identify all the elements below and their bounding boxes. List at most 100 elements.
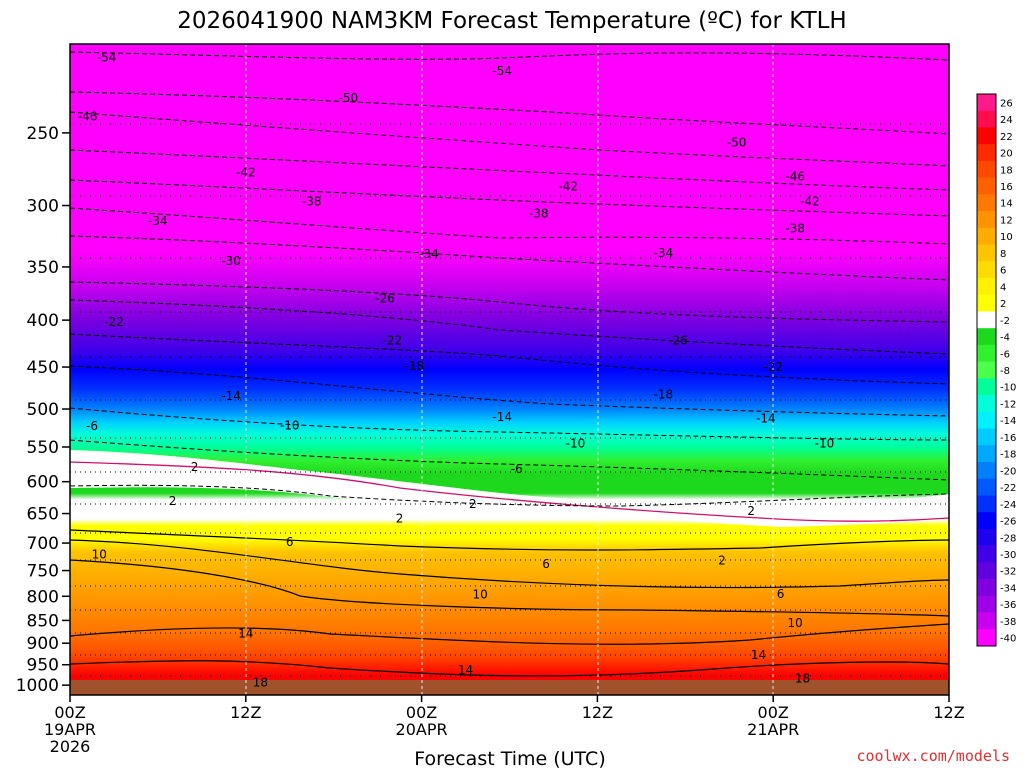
contour-value-label: -50: [727, 135, 747, 149]
contour-value-label: -26: [375, 292, 395, 306]
contour-value-label: 14: [458, 663, 473, 677]
colorbar-label: -20: [1000, 466, 1016, 477]
contour-value-label: 2: [169, 494, 177, 508]
colorbar-label: -2: [1000, 316, 1010, 327]
contour-value-label: 6: [777, 587, 785, 601]
x-tick-label: 00Z: [54, 703, 85, 722]
colorbar-label: -18: [1000, 450, 1016, 461]
y-tick-label: 300: [27, 197, 59, 217]
contour-value-label: -10: [566, 436, 586, 450]
colorbar-label: -36: [1000, 600, 1016, 611]
contour-value-label: -42: [558, 179, 578, 193]
colorbar-label: -22: [1000, 483, 1016, 494]
colorbar-swatch: [977, 261, 996, 279]
y-tick-label: 950: [27, 656, 59, 676]
contour-value-label: -34: [654, 246, 674, 260]
y-tick-label: 350: [27, 258, 59, 278]
contour-value-label: -38: [302, 195, 322, 209]
colorbar-swatch: [977, 94, 996, 112]
contour-value-label: -14: [756, 411, 776, 425]
y-tick-label: 550: [27, 438, 59, 458]
colorbar-frame: [976, 93, 997, 647]
colorbar-swatch: [977, 579, 996, 597]
contour-value-label: 2: [191, 460, 199, 474]
y-tick-label: 250: [27, 124, 59, 144]
contour-value-label: 2: [396, 511, 404, 525]
contour-value-label: -38: [785, 222, 805, 236]
y-tick-label: 900: [27, 634, 59, 654]
contour-value-label: -6: [86, 419, 98, 433]
colorbar-label: 14: [1000, 199, 1013, 210]
y-tick-label: 800: [27, 587, 59, 607]
colorbar-swatch: [977, 311, 996, 329]
contour-value-label: 10: [473, 587, 488, 601]
contour-value-label: -22: [763, 360, 783, 374]
colorbar-swatch: [977, 562, 996, 580]
colorbar-label: 6: [1000, 266, 1006, 277]
y-axis-pressure: 250 300 350 400 450 500 550 600 650 700 750 800 850 9…: [16, 124, 70, 696]
x-tick-label: 00Z: [406, 703, 437, 722]
colorbar-label: -26: [1000, 517, 1016, 528]
contour-value-label: -42: [800, 195, 820, 209]
contour-value-label: -46: [785, 170, 805, 184]
colorbar-label: 24: [1000, 115, 1013, 126]
contour-value-label: 2: [747, 504, 755, 518]
contour-value-label: -34: [419, 247, 439, 261]
colorbar-label: -12: [1000, 399, 1016, 410]
contour-value-label: -10: [280, 418, 300, 432]
y-tick-label: 700: [27, 534, 59, 554]
ground-strip: [70, 680, 949, 695]
x-axis-label: Forecast Time (UTC): [414, 748, 605, 768]
colorbar-label: 16: [1000, 182, 1013, 193]
y-tick-label: 750: [27, 562, 59, 582]
colorbar-swatch: [977, 227, 996, 245]
colorbar-swatch: [977, 144, 996, 162]
colorbar-label: -10: [1000, 383, 1016, 394]
colorbar-swatch: [977, 478, 996, 496]
contour-value-label: -10: [815, 436, 835, 450]
contour-value-label: -22: [104, 315, 124, 329]
contour-value-label: -54: [492, 64, 512, 78]
x-tick-label: 12Z: [933, 703, 964, 722]
colorbar-swatch: [977, 294, 996, 312]
chart-title: 2026041900 NAM3KM Forecast Temperature (…: [177, 8, 846, 34]
colorbar-swatch: [977, 512, 996, 530]
contour-value-label: -6: [511, 462, 523, 476]
colorbar-swatch: [977, 344, 996, 362]
x-tick-label: 12Z: [230, 703, 261, 722]
x-tick-year: 2026: [50, 737, 91, 756]
colorbar-swatch: [977, 495, 996, 513]
colorbar-label: -40: [1000, 634, 1016, 645]
contour-value-label: -46: [78, 110, 98, 124]
contour-value-label: 2: [718, 553, 726, 567]
contour-value-label: 2: [469, 497, 477, 511]
colorbar-label: 8: [1000, 249, 1006, 260]
colorbar-label: 2: [1000, 299, 1006, 310]
x-tick-label: 00Z: [758, 703, 789, 722]
colorbar-swatch: [977, 629, 996, 647]
colorbar-swatch: [977, 127, 996, 145]
contour-value-label: 18: [253, 675, 268, 689]
contour-value-label: 14: [751, 648, 766, 662]
colorbar-swatch: [977, 612, 996, 630]
colorbar-swatch: [977, 211, 996, 229]
colorbar-label: -30: [1000, 550, 1016, 561]
colorbar-label: -8: [1000, 366, 1010, 377]
contour-value-label: -18: [404, 359, 424, 373]
colorbar-swatch: [977, 194, 996, 212]
contour-value-label: -14: [492, 410, 512, 424]
colorbar-label: -6: [1000, 349, 1010, 360]
colorbar-label: -34: [1000, 583, 1016, 594]
contour-value-label: -54: [97, 51, 117, 65]
y-tick-label: 600: [27, 473, 59, 493]
colorbar-label: 26: [1000, 98, 1013, 109]
colorbar-swatch: [977, 378, 996, 396]
credit-text[interactable]: coolwx.com/models: [856, 747, 1010, 765]
colorbar-label: 22: [1000, 132, 1013, 143]
colorbar-swatch: [977, 545, 996, 563]
contour-value-label: -26: [668, 334, 688, 348]
colorbar-swatch: [977, 462, 996, 480]
colorbar-legend: 26 24 22 20 18 16 14 12 10 8 6 4 2 -2 -4 -6 -8 -10 -12 -14 -…: [976, 93, 1016, 647]
colorbar-swatch: [977, 160, 996, 178]
